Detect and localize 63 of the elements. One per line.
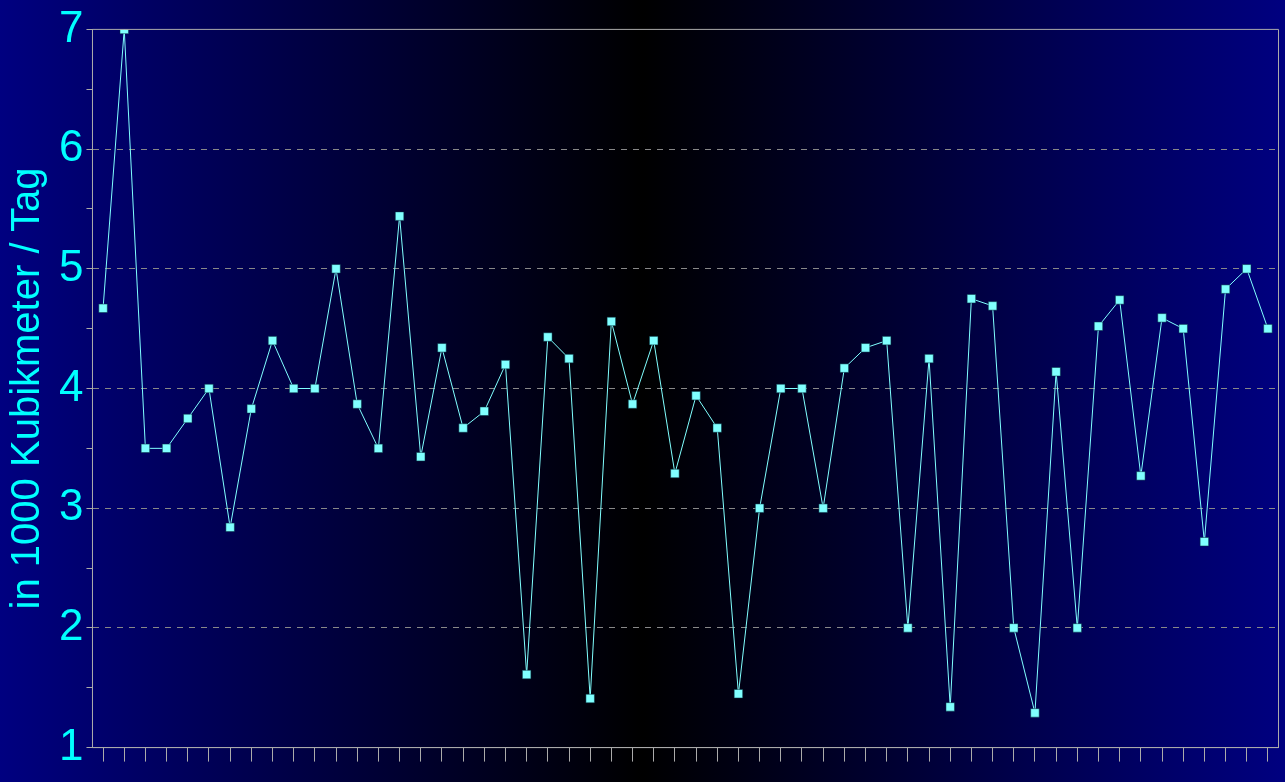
point bbox=[437, 343, 447, 353]
point bbox=[670, 468, 680, 478]
point bbox=[797, 384, 807, 393]
point bbox=[712, 423, 722, 433]
point bbox=[649, 336, 659, 346]
point bbox=[861, 343, 870, 353]
point bbox=[246, 404, 256, 414]
point bbox=[903, 623, 913, 633]
point bbox=[1136, 471, 1146, 481]
point bbox=[331, 264, 341, 274]
y-tick-label: 2 bbox=[58, 600, 84, 650]
point bbox=[733, 689, 743, 699]
point bbox=[268, 336, 277, 346]
point bbox=[416, 452, 426, 462]
point bbox=[162, 443, 172, 453]
y-axis-title: in 1000 Kubikmeter / Tag bbox=[3, 167, 48, 610]
point bbox=[1263, 324, 1273, 334]
point bbox=[289, 384, 299, 393]
point bbox=[373, 443, 383, 453]
point bbox=[924, 354, 934, 364]
point bbox=[691, 391, 701, 401]
point bbox=[522, 670, 532, 680]
y-tick-label: 6 bbox=[58, 121, 84, 171]
point bbox=[1199, 537, 1209, 547]
point bbox=[966, 294, 976, 304]
point bbox=[1093, 321, 1103, 331]
point bbox=[1115, 295, 1125, 305]
point bbox=[564, 354, 574, 364]
point bbox=[882, 336, 892, 346]
point bbox=[818, 503, 828, 513]
y-tick-label: 5 bbox=[58, 240, 84, 290]
point bbox=[1157, 313, 1167, 323]
point bbox=[585, 694, 595, 704]
y-tick-label: 7 bbox=[58, 1, 84, 51]
point bbox=[988, 301, 998, 311]
point bbox=[1051, 367, 1061, 377]
point bbox=[140, 443, 150, 453]
point bbox=[98, 303, 108, 313]
point bbox=[606, 316, 616, 326]
point bbox=[225, 522, 235, 532]
point bbox=[500, 360, 510, 370]
point bbox=[1221, 284, 1231, 294]
point bbox=[183, 413, 193, 423]
point bbox=[352, 399, 362, 409]
point bbox=[458, 423, 468, 433]
y-tick-label: 4 bbox=[58, 360, 84, 410]
point bbox=[628, 399, 638, 409]
point bbox=[543, 332, 553, 342]
point bbox=[395, 211, 405, 221]
point bbox=[945, 702, 955, 712]
point bbox=[1242, 264, 1252, 274]
point bbox=[479, 406, 489, 416]
point bbox=[1072, 623, 1082, 633]
point bbox=[1178, 324, 1188, 334]
point bbox=[204, 384, 214, 393]
point bbox=[839, 363, 849, 373]
y-tick-label: 1 bbox=[58, 719, 84, 769]
point bbox=[755, 503, 765, 513]
point bbox=[310, 384, 320, 393]
point bbox=[776, 384, 786, 393]
y-tick-label: 3 bbox=[58, 480, 84, 530]
point bbox=[1009, 623, 1019, 633]
point bbox=[1030, 708, 1040, 718]
